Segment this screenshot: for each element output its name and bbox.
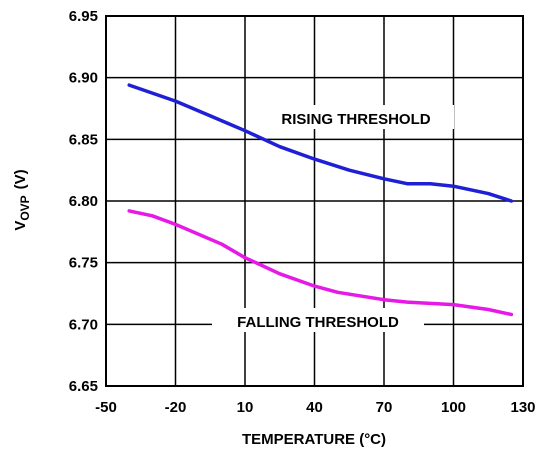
falling-label-bg [212,308,424,332]
rising-threshold-line [127,83,514,203]
y-tick-label: 6.70 [69,316,98,333]
y-axis-title: VOVP (V) [12,169,32,230]
x-tick-label: 70 [376,399,393,416]
y-axis-subscript: OVP [18,195,32,220]
y-axis-unit: (V) [12,169,29,189]
y-tick-labels: 6.65 6.70 6.75 6.80 6.85 6.90 6.95 [69,8,98,395]
rising-label-bg [258,105,454,129]
rising-threshold-label: RISING THRESHOLD [281,111,430,128]
plot-frame [105,15,524,387]
x-tick-label: -20 [165,399,187,416]
x-tick-label: 100 [441,399,466,416]
y-tick-label: 6.65 [69,378,98,395]
x-tick-label: 40 [306,399,323,416]
y-tick-label: 6.75 [69,255,98,272]
series-layer [127,83,514,317]
x-axis-title: TEMPERATURE (°C) [242,431,386,448]
x-tick-labels: -50 -20 10 40 70 100 130 [95,399,535,416]
x-tick-label: 10 [237,399,254,416]
x-tick-label: 130 [510,399,535,416]
x-tick-label: -50 [95,399,117,416]
y-tick-label: 6.90 [69,70,98,87]
y-tick-label: 6.95 [69,8,98,25]
falling-threshold-label: FALLING THRESHOLD [237,314,399,331]
falling-threshold-line [127,209,514,317]
y-tick-label: 6.80 [69,193,98,210]
y-tick-label: 6.85 [69,131,98,148]
y-axis-symbol: V [12,221,29,231]
